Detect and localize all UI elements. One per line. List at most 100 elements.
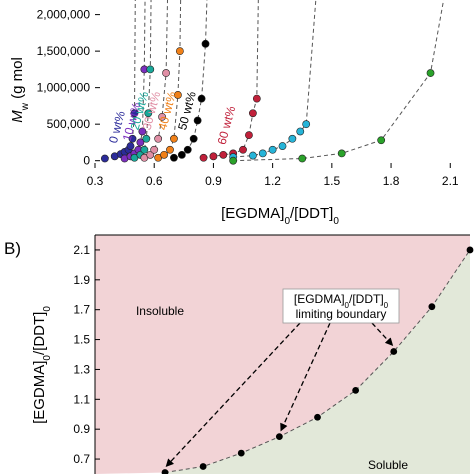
annotation-line1-main: [EGDMA]	[294, 292, 345, 306]
annotation-line-1: [EGDMA]0/[DDT]0	[294, 292, 389, 310]
panel-a-data-point	[278, 142, 287, 150]
panel-a-y-axis-label: Mw (g mol	[9, 57, 31, 123]
panel-b-ytick-label: 1.5	[73, 333, 90, 347]
panel-a-data-point	[166, 145, 174, 154]
panel-b-ytick-label: 1.9	[73, 273, 90, 287]
panel-a-data-point	[173, 91, 182, 99]
panel-a-data-point	[130, 109, 139, 118]
panel-a-series-line	[157, 0, 182, 159]
panel-a-x-axis-label: [EGDMA]0/[DDT]0	[221, 205, 339, 227]
panel-a-series-label: 60 wt%	[215, 104, 239, 146]
panel-b-chart: B) [EGDMA]0/[DDT]0 limiting boundary Ins…	[4, 234, 474, 474]
panel-b-ylabel-mid: /[DDT]	[31, 312, 48, 355]
panel-a-data-point	[128, 134, 137, 143]
panel-b-ytick-label: 1.3	[73, 362, 90, 376]
panel-a-data-point	[377, 136, 386, 145]
panel-a-ytick-label: 500,000	[47, 117, 91, 131]
panel-a-data-point	[183, 145, 192, 154]
panel-b-yticks: 0.7 0.9 1.1 1.3 1.5 1.7 1.9 2.1	[73, 243, 100, 466]
boundary-point	[237, 449, 245, 457]
panel-a-data-point	[426, 69, 435, 77]
panel-a-data-point	[239, 145, 247, 154]
panel-a-data-point	[158, 112, 167, 121]
annotation-line1-sub1: 0	[345, 301, 350, 310]
panel-a-data-point	[177, 150, 186, 159]
panel-b-label: B)	[4, 239, 21, 258]
panel-a-data-point	[175, 47, 184, 56]
panel-a-ytick-label: 0	[83, 154, 90, 168]
panel-a-data-point	[201, 39, 210, 48]
panel-a-data-point	[337, 149, 346, 158]
soluble-region	[165, 249, 470, 474]
panel-a-xtick-label: 1.5	[323, 174, 340, 188]
annotation-arrow	[165, 322, 301, 467]
panel-a-xlabel-sub1: 0	[284, 216, 290, 227]
panel-a-data-point	[258, 149, 267, 158]
panel-a-data-point	[144, 109, 153, 118]
panel-a-data-point	[302, 120, 311, 129]
panel-b-y-axis-label: [EGDMA]0/[DDT]0	[31, 306, 53, 424]
panel-a-xlabel-mid: /[DDT]	[290, 205, 333, 222]
panel-b-ytick-label: 0.7	[73, 452, 90, 466]
panel-a-data-point	[245, 131, 253, 140]
annotation-line-2: limiting boundary	[296, 307, 387, 321]
panel-a-data-point	[136, 138, 145, 147]
panel-a-xlabel-sub2: 0	[333, 216, 339, 227]
boundary-point	[428, 303, 436, 311]
panel-a-data-point	[170, 134, 178, 143]
annotation-box	[282, 288, 400, 324]
panel-a-xlabel-main: [EGDMA]	[221, 205, 284, 222]
insoluble-label: Insoluble	[136, 304, 184, 318]
panel-a-data-point	[199, 153, 208, 162]
panel-a-xtick-label: 2.1	[442, 174, 459, 188]
panel-a-series-line	[144, 0, 169, 159]
panel-a-xtick-label: 0.9	[205, 174, 222, 188]
panel-a-data-point	[142, 134, 151, 143]
panel-a-data-point	[140, 145, 149, 154]
panel-a-xtick-label: 0.6	[146, 174, 163, 188]
boundary-points	[161, 246, 474, 474]
panel-a-series-points	[100, 39, 435, 165]
panel-a-data-point	[170, 153, 178, 162]
annotation-line1-mid: /[DDT]	[349, 292, 384, 306]
panel-a-data-point	[146, 65, 155, 74]
boundary-point	[161, 469, 169, 474]
panel-a-data-point	[248, 109, 257, 118]
panel-a-data-point	[219, 150, 228, 159]
panel-a-data-point	[150, 145, 159, 154]
panel-a-xtick-label: 1.8	[383, 174, 400, 188]
panel-a-ytick-label: 1,000,000	[37, 81, 91, 95]
panel-b-ylabel-sub1: 0	[42, 355, 53, 361]
panel-a-ytick-label: 2,000,000	[37, 8, 91, 22]
boundary-point	[314, 413, 321, 421]
boundary-point	[275, 433, 283, 441]
annotation-line1-sub2: 0	[384, 301, 389, 310]
panel-a-data-point	[229, 156, 238, 165]
panel-a-ytick-label: 1,500,000	[37, 44, 91, 58]
annotation-arrow	[280, 322, 331, 432]
soluble-label: Soluble	[368, 458, 408, 472]
panel-a-ylabel-unit: (g mol	[9, 57, 26, 103]
panel-b-ytick-label: 2.1	[73, 243, 90, 257]
panel-a-data-point	[248, 151, 257, 160]
panel-b-ytick-label: 1.1	[73, 392, 90, 406]
panel-a-ylabel-main: M	[9, 110, 26, 123]
panel-a-xtick-label: 1.2	[264, 174, 281, 188]
panel-a-data-point	[296, 127, 305, 136]
panel-a-data-point	[100, 154, 109, 163]
panel-a-ylabel-sub: w	[20, 102, 31, 111]
panel-b-ytick-label: 0.9	[73, 422, 90, 436]
panel-a-data-point	[252, 94, 261, 103]
panel-a-xtick-label: 0.3	[87, 174, 104, 188]
panel-a-data-point	[209, 152, 218, 161]
panel-a-data-point	[193, 116, 202, 125]
panel-b-ytick-label: 1.7	[73, 303, 90, 317]
boundary-point	[390, 348, 398, 355]
panel-a-data-point	[154, 134, 163, 143]
boundary-point	[466, 246, 474, 254]
panel-a-data-point	[298, 154, 307, 163]
boundary-point	[352, 386, 360, 394]
panel-a-data-point	[197, 94, 206, 103]
panel-a-data-point	[162, 69, 170, 77]
